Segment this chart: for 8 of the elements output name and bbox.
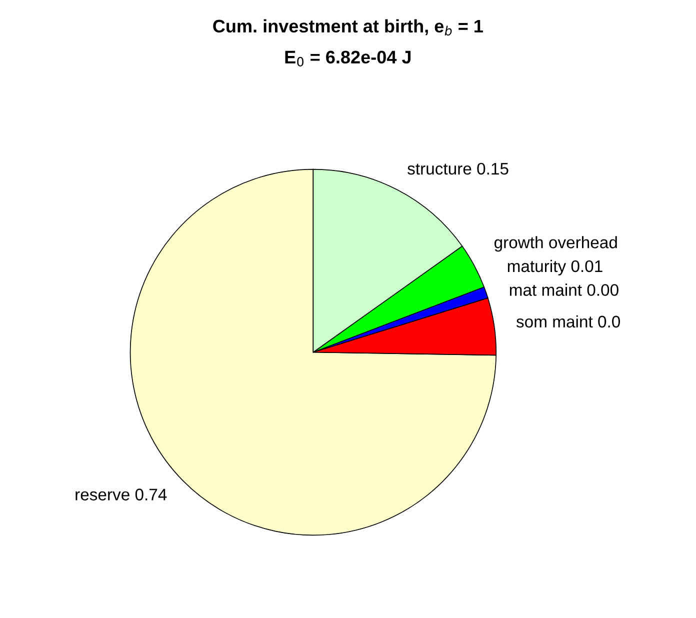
slice-label: structure 0.15	[408, 162, 508, 175]
chart-title: Cum. investment at birth, e$_{b}$ = 1	[213, 19, 483, 36]
slice-label: reserve 0.74	[76, 488, 167, 500]
chart-subtitle: E$_{0}$ = 6.82e-04 J	[285, 50, 411, 66]
slice-label: som maint 0.0	[516, 315, 620, 328]
slice-label: maturity 0.01	[508, 260, 602, 276]
slice-label: growth overhead	[494, 236, 617, 252]
category-label: mat maint 0.00	[510, 284, 618, 296]
